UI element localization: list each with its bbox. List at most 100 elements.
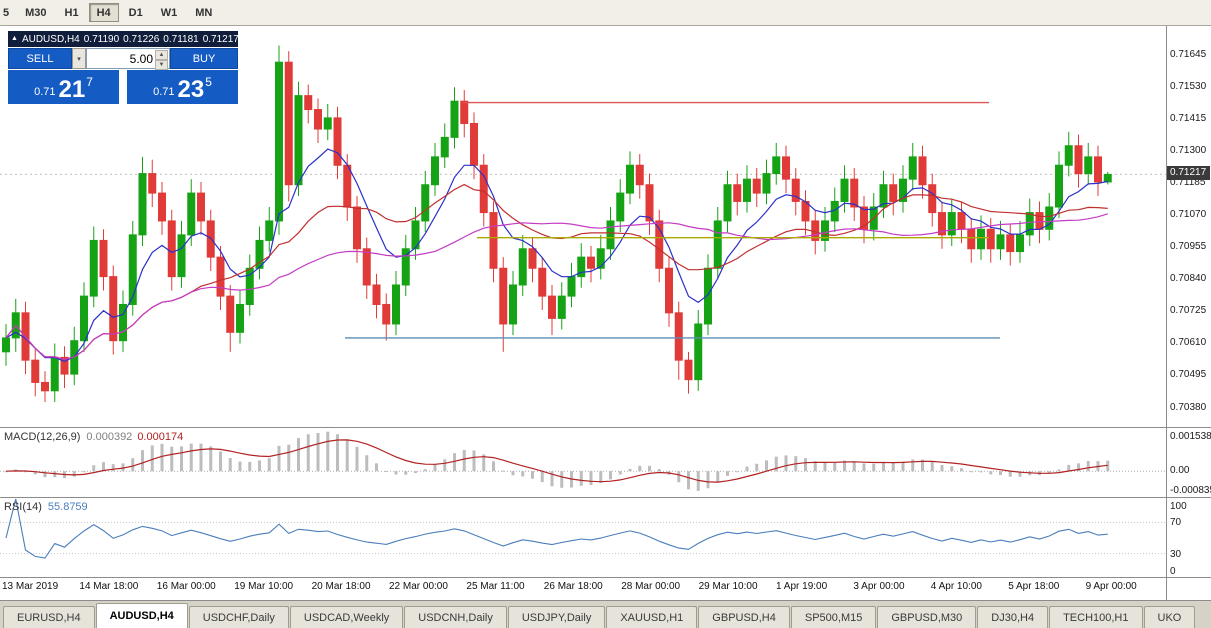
candle-body <box>626 164 634 194</box>
symbol-tab-usdcad-weekly[interactable]: USDCAD,Weekly <box>289 606 404 628</box>
macd-histogram-bar <box>930 461 934 472</box>
symbol-tab-usdcnh-daily[interactable]: USDCNH,Daily <box>404 606 507 628</box>
macd-histogram-bar <box>501 470 505 472</box>
candle-body <box>811 220 820 241</box>
overlay-ma-fast <box>5 148 1108 362</box>
macd-histogram-bar <box>823 462 827 472</box>
macd-histogram-bar <box>365 455 369 472</box>
candle-body <box>674 312 683 361</box>
macd-histogram-bar <box>394 471 398 475</box>
volume-spinner[interactable]: ▲ ▼ <box>155 50 168 70</box>
sell-button[interactable]: SELL <box>8 48 72 69</box>
macd-histogram-bar <box>843 460 846 472</box>
candle-body <box>850 178 859 208</box>
macd-histogram-bar <box>102 462 105 472</box>
candle-body <box>947 212 956 236</box>
symbol-tab-dj30-h4[interactable]: DJ30,H4 <box>977 606 1049 628</box>
macd-histogram-bar <box>940 465 944 472</box>
candle-body <box>967 228 976 250</box>
candle-body <box>606 220 615 250</box>
macd-histogram-bar <box>414 471 417 474</box>
trade-panel-header[interactable]: ▲ AUDUSD,H4 0.71190 0.71226 0.71181 0.71… <box>8 31 239 47</box>
macd-histogram-bar <box>560 471 564 488</box>
symbol-tab-eurusd-h4[interactable]: EURUSD,H4 <box>3 606 95 628</box>
timeframe-button-h1[interactable]: H1 <box>57 3 87 22</box>
time-axis-label: 26 Mar 18:00 <box>543 581 603 592</box>
candle-body <box>236 303 244 333</box>
macd-histogram-bar <box>92 465 96 472</box>
macd-histogram-bar <box>82 471 86 473</box>
time-axis-label: 4 Apr 10:00 <box>930 581 982 592</box>
candle-body <box>275 61 283 222</box>
macd-histogram-bar <box>482 454 486 472</box>
tabbar-separator <box>0 600 1211 601</box>
candle-body <box>70 340 79 375</box>
timeframe-button-mn[interactable]: MN <box>187 3 220 22</box>
symbol-tab-audusd-h4[interactable]: AUDUSD,H4 <box>95 603 188 628</box>
timeframe-button-5[interactable]: 5 <box>0 3 15 22</box>
symbol-tab-usdchf-daily[interactable]: USDCHF,Daily <box>188 606 289 628</box>
macd-histogram-bar <box>238 461 242 472</box>
spinner-down-icon[interactable]: ▼ <box>155 60 168 70</box>
symbol-tab-tech100-h1[interactable]: TECH100,H1 <box>1049 606 1143 628</box>
timeframe-button-m30[interactable]: M30 <box>17 3 54 22</box>
rsi-line <box>5 498 1108 559</box>
price-axis-tick: 0.71185 <box>1170 177 1206 189</box>
candle-body <box>206 220 215 258</box>
candle-body <box>41 381 49 392</box>
macd-histogram-bar <box>579 471 583 486</box>
macd-histogram-bar <box>1077 463 1080 472</box>
symbol-tab-usdjpy-daily[interactable]: USDJPY,Daily <box>507 606 606 628</box>
volume-value[interactable]: 5.00 <box>129 51 153 66</box>
macd-name: MACD(12,26,9) <box>4 431 81 443</box>
candle-body <box>89 239 98 297</box>
macd-histogram-bar <box>462 449 466 472</box>
price-axis-tick: 0.71300 <box>1170 145 1207 157</box>
candle-body <box>752 178 761 194</box>
macd-panel-separator[interactable] <box>0 427 1211 428</box>
ask-price-button[interactable]: 0.71 23 5 <box>127 70 238 104</box>
macd-histogram-bar <box>745 466 749 472</box>
volume-field[interactable]: 5.00 ▲ ▼ <box>86 48 170 70</box>
macd-histogram-bar <box>453 453 456 472</box>
candle-body <box>616 192 625 222</box>
volume-dropdown-button[interactable]: ▾ <box>72 48 86 69</box>
macd-histogram-bar <box>628 468 632 472</box>
macd-histogram-bar <box>589 471 593 486</box>
macd-histogram-bar <box>258 460 261 472</box>
macd-histogram-bar <box>472 450 476 472</box>
macd-histogram-bar <box>833 462 837 472</box>
time-axis-label: 28 Mar 00:00 <box>621 581 681 592</box>
bid-pip-digit: 7 <box>86 75 93 89</box>
macd-histogram-bar <box>726 471 729 476</box>
symbol-tab-gbpusd-h4[interactable]: GBPUSD,H4 <box>698 606 790 628</box>
symbol-tab-gbpusd-m30[interactable]: GBPUSD,M30 <box>877 606 977 628</box>
macd-histogram-bar <box>979 471 983 473</box>
timeframe-button-w1[interactable]: W1 <box>153 3 186 22</box>
collapse-triangle-icon[interactable]: ▲ <box>11 35 18 42</box>
current-price-badge: 0.71217 <box>1167 166 1211 181</box>
one-click-trading-panel: ▲ AUDUSD,H4 0.71190 0.71226 0.71181 0.71… <box>8 31 239 104</box>
candle-body <box>109 276 118 342</box>
timeframe-button-h4[interactable]: H4 <box>88 3 119 22</box>
rsi-panel-separator[interactable] <box>0 497 1211 498</box>
candle-body <box>401 248 410 286</box>
candle-body <box>177 234 186 278</box>
macd-histogram-bar <box>297 438 300 472</box>
macd-signal-value: 0.000174 <box>137 431 184 443</box>
close-value: 0.71217 <box>202 33 239 45</box>
candle-body <box>187 192 196 236</box>
symbol-tab-sp500-m15[interactable]: SP500,M15 <box>790 606 877 628</box>
symbol-tab-uko[interactable]: UKO <box>1143 606 1196 628</box>
macd-histogram-bar <box>570 471 573 488</box>
macd-histogram-bar <box>160 443 164 472</box>
symbol-tab-xauusd-h1[interactable]: XAUUSD,H1 <box>606 606 698 628</box>
bid-price-button[interactable]: 0.71 21 7 <box>8 70 119 104</box>
timeframe-button-d1[interactable]: D1 <box>121 3 151 22</box>
macd-histogram-bar <box>345 439 349 472</box>
spinner-up-icon[interactable]: ▲ <box>155 50 168 60</box>
buy-button[interactable]: BUY <box>170 48 238 69</box>
candle-body <box>918 156 927 186</box>
candle-body <box>899 178 907 202</box>
candle-body <box>284 61 293 186</box>
